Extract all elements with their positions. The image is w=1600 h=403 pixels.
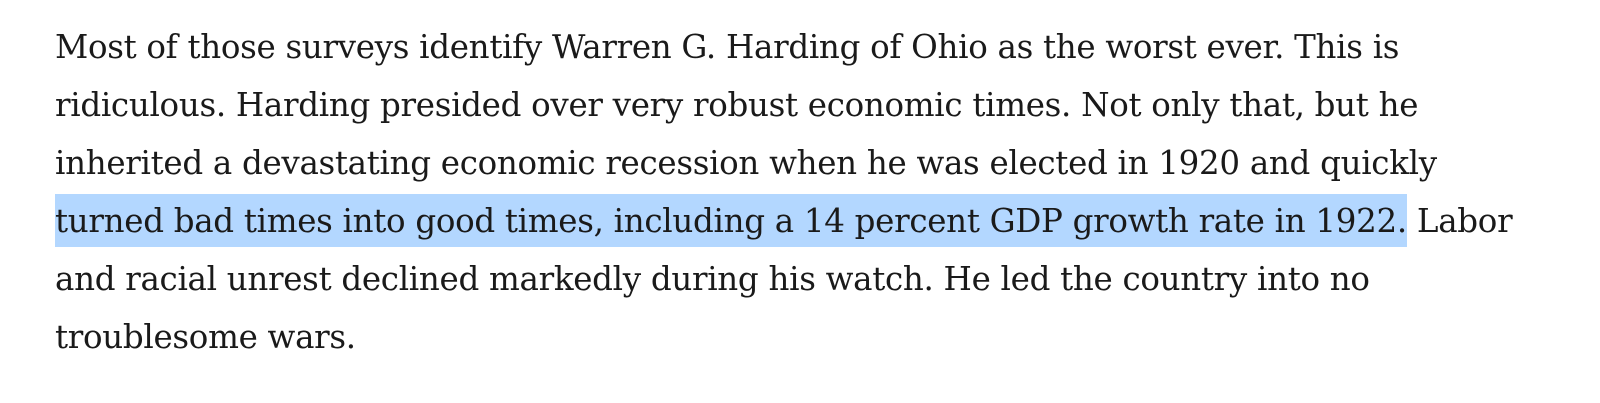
selected-text-highlight[interactable]: turned bad times into good times, includ…: [55, 194, 1407, 247]
paragraph-line-with-selection: turned bad times into good times, includ…: [55, 192, 1595, 250]
paragraph-line: Most of those surveys identify Warren G.…: [55, 28, 1400, 66]
paragraph-line: inherited a devastating economic recessi…: [55, 144, 1437, 182]
paragraph-line: troublesome wars.: [55, 318, 356, 356]
paragraph-line: ridiculous. Harding presided over very r…: [55, 86, 1419, 124]
article-paragraph: Most of those surveys identify Warren G.…: [55, 18, 1595, 366]
text-after-selection: Labor: [1406, 202, 1513, 240]
paragraph-line: and racial unrest declined markedly duri…: [55, 260, 1370, 298]
